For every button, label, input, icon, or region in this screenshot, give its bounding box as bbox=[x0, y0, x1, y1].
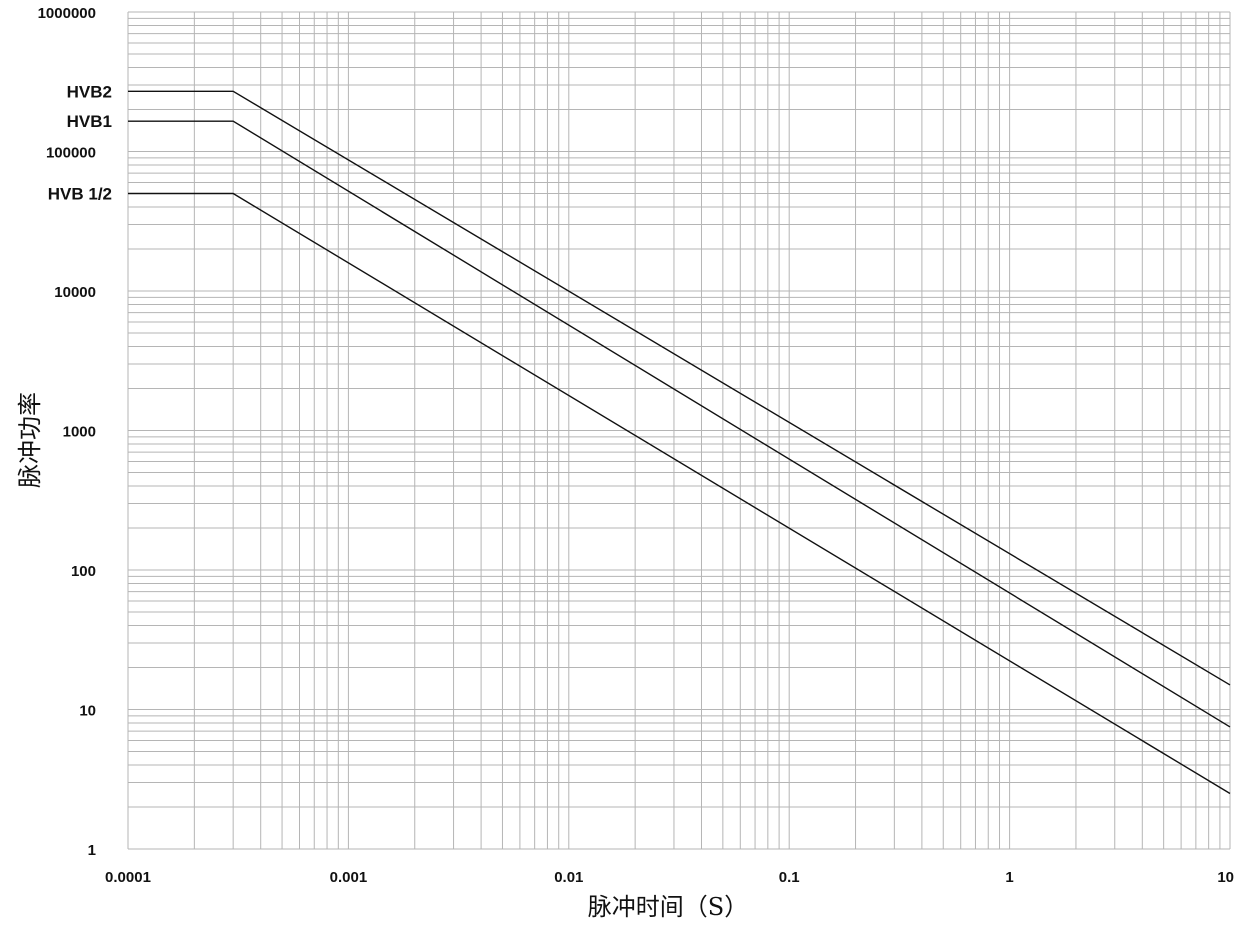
series-lines bbox=[128, 90, 1231, 795]
y-tick-label: 10000 bbox=[54, 284, 96, 301]
series-line-hvb-1-2 bbox=[128, 192, 1231, 795]
series-labels: HVB2 HVB1 HVB 1/2 bbox=[48, 82, 112, 203]
x-tick-label: 0.001 bbox=[330, 869, 368, 886]
series-line-hvb1 bbox=[128, 120, 1231, 728]
series-label-hvb-1-2: HVB 1/2 bbox=[48, 184, 112, 203]
y-tick-label: 1000000 bbox=[38, 5, 96, 22]
x-tick-label: 0.0001 bbox=[105, 869, 151, 886]
y-tick-label: 1 bbox=[88, 842, 96, 859]
x-tick-label: 10 bbox=[1217, 869, 1234, 886]
series-label-hvb1: HVB1 bbox=[67, 112, 112, 131]
series-line-hvb2 bbox=[128, 90, 1231, 686]
x-tick-label: 0.1 bbox=[779, 869, 800, 886]
y-tick-label: 100 bbox=[71, 563, 96, 580]
y-tick-label: 1000 bbox=[63, 424, 96, 441]
y-tick-labels: 1 10 100 1000 10000 100000 1000000 bbox=[38, 5, 96, 859]
y-tick-label: 100000 bbox=[46, 145, 96, 162]
series-label-hvb2: HVB2 bbox=[67, 82, 112, 101]
x-axis-title: 脉冲时间（S） bbox=[588, 893, 748, 921]
grid bbox=[127, 11, 1231, 850]
x-tick-labels: 0.0001 0.001 0.01 0.1 1 10 bbox=[105, 869, 1234, 886]
y-axis-title: 脉冲功率 bbox=[16, 392, 44, 488]
y-tick-label: 10 bbox=[79, 703, 96, 720]
x-tick-label: 0.01 bbox=[554, 869, 583, 886]
x-tick-label: 1 bbox=[1005, 869, 1013, 886]
